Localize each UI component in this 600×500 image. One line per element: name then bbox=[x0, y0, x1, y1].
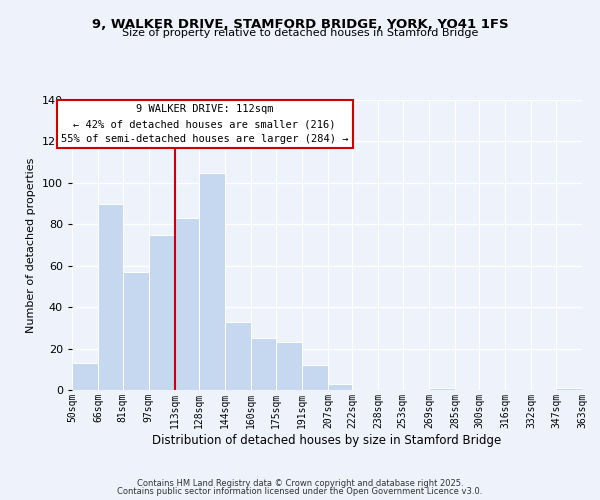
Bar bbox=[429, 388, 455, 390]
Bar bbox=[328, 384, 352, 390]
Bar bbox=[72, 363, 98, 390]
Bar bbox=[175, 218, 199, 390]
Bar bbox=[149, 234, 175, 390]
Text: 9 WALKER DRIVE: 112sqm
← 42% of detached houses are smaller (216)
55% of semi-de: 9 WALKER DRIVE: 112sqm ← 42% of detached… bbox=[61, 104, 349, 144]
Bar bbox=[199, 172, 225, 390]
Bar bbox=[302, 365, 328, 390]
X-axis label: Distribution of detached houses by size in Stamford Bridge: Distribution of detached houses by size … bbox=[152, 434, 502, 446]
Y-axis label: Number of detached properties: Number of detached properties bbox=[26, 158, 36, 332]
Bar bbox=[556, 388, 582, 390]
Text: Contains public sector information licensed under the Open Government Licence v3: Contains public sector information licen… bbox=[118, 487, 482, 496]
Text: 9, WALKER DRIVE, STAMFORD BRIDGE, YORK, YO41 1FS: 9, WALKER DRIVE, STAMFORD BRIDGE, YORK, … bbox=[92, 18, 508, 30]
Bar bbox=[122, 272, 149, 390]
Text: Size of property relative to detached houses in Stamford Bridge: Size of property relative to detached ho… bbox=[122, 28, 478, 38]
Text: Contains HM Land Registry data © Crown copyright and database right 2025.: Contains HM Land Registry data © Crown c… bbox=[137, 478, 463, 488]
Bar bbox=[98, 204, 122, 390]
Bar bbox=[275, 342, 302, 390]
Bar bbox=[225, 322, 251, 390]
Bar bbox=[251, 338, 275, 390]
